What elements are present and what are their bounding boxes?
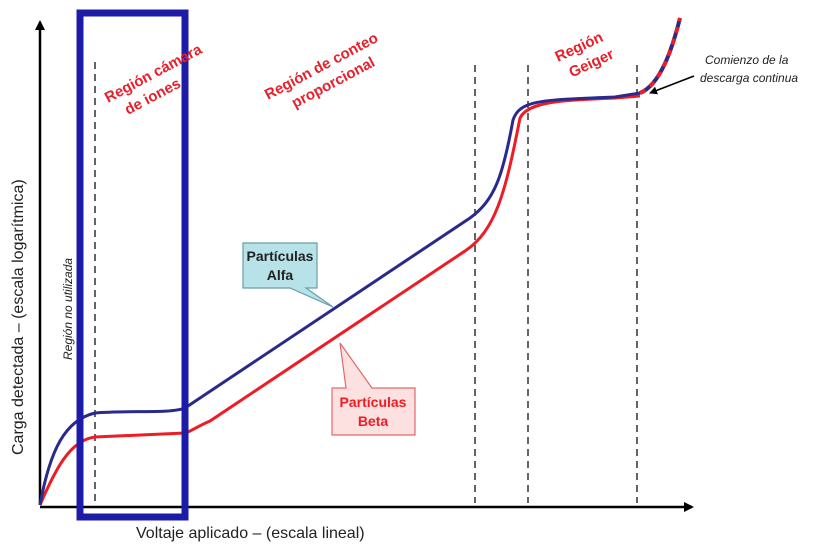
ion-chamber-region-label: Región cámara de iones <box>102 41 206 119</box>
discharge-label-line2: descarga continua <box>700 71 798 85</box>
ion-chamber-highlight-box <box>76 9 189 521</box>
x-axis-label: Voltaje aplicado – (escala lineal) <box>136 525 365 542</box>
alpha-callout: Partículas Alfa <box>242 242 334 308</box>
proportional-region-label: Región de conteo proporcional <box>262 29 381 111</box>
alpha-callout-line1: Partículas <box>247 248 314 264</box>
beta-callout: Partículas Beta <box>331 342 416 436</box>
beta-curve <box>38 94 641 506</box>
discharge-arrow <box>649 75 695 95</box>
alpha-callout-line2: Alfa <box>267 267 294 283</box>
beta-callout-line1: Partículas <box>340 394 407 410</box>
beta-callout-line2: Beta <box>358 413 389 429</box>
discharge-label-line1: Comienzo de la <box>705 53 789 67</box>
y-axis-label: Carga detectada – (escala logarítmica) <box>10 179 27 455</box>
discharge-curve-red <box>639 17 682 95</box>
geiger-region-label: Región Geiger <box>553 29 617 81</box>
alpha-curve <box>38 91 641 506</box>
unused-region-label: Región no utilizada <box>61 258 75 360</box>
discharge-curve <box>639 17 682 95</box>
